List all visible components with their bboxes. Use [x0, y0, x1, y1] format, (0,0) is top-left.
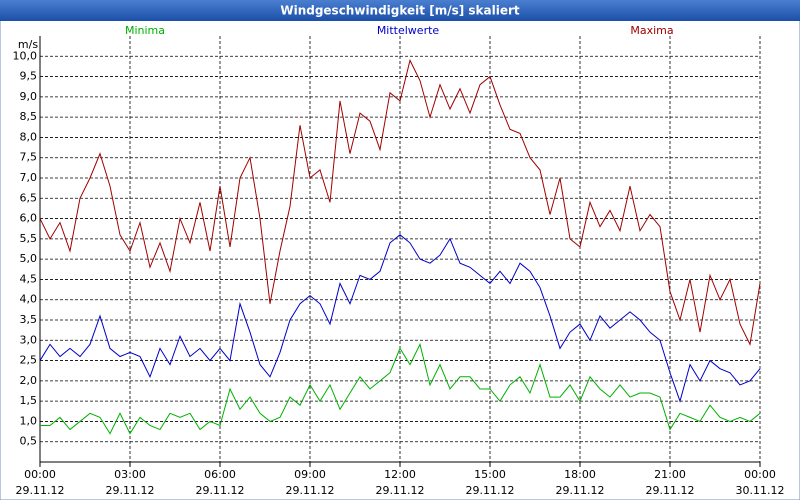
y-tick-label: 4,5 [20, 272, 38, 285]
x-tick-label: 09:00 [294, 468, 326, 481]
y-tick-label: 8,5 [20, 110, 38, 123]
series-line [39, 58, 761, 346]
legend-entry: Mittelwerte [377, 24, 440, 37]
x-tick-date: 30.11.12 [736, 484, 785, 497]
y-tick-label: 4,0 [20, 293, 38, 306]
x-tick-label: 12:00 [384, 468, 416, 481]
x-tick-label: 18:00 [564, 468, 596, 481]
y-tick-label: 3,5 [20, 313, 38, 326]
y-tick-label: 2,5 [20, 354, 38, 367]
x-tick-label: 00:00 [24, 468, 56, 481]
y-tick-label: 7,0 [20, 171, 38, 184]
legend-entry: Minima [125, 24, 165, 37]
x-tick-label: 03:00 [114, 468, 146, 481]
x-tick-date: 29.11.12 [16, 484, 65, 497]
y-tick-label: 9,0 [20, 90, 38, 103]
x-tick-label: 00:00 [744, 468, 776, 481]
x-tick-date: 29.11.12 [556, 484, 605, 497]
legend-entry: Maxima [630, 24, 673, 37]
x-tick-date: 29.11.12 [376, 484, 425, 497]
window-title: Windgeschwindigkeit [m/s] skaliert [280, 4, 520, 18]
x-tick-date: 29.11.12 [196, 484, 245, 497]
y-tick-label: 3,0 [20, 333, 38, 346]
y-tick-label: 6,0 [20, 212, 38, 225]
y-tick-label: 10,0 [13, 49, 38, 62]
series-line [40, 342, 761, 435]
y-tick-label: 0,5 [20, 435, 38, 448]
series-line [39, 234, 761, 403]
y-tick-label: 2,0 [20, 374, 38, 387]
y-unit: m/s [18, 38, 38, 51]
title-bar [0, 0, 800, 21]
y-tick-label: 8,0 [20, 130, 38, 143]
x-tick-date: 29.11.12 [646, 484, 695, 497]
x-tick-label: 15:00 [474, 468, 506, 481]
x-tick-label: 06:00 [204, 468, 236, 481]
y-tick-label: 5,5 [20, 232, 38, 245]
x-tick-date: 29.11.12 [106, 484, 155, 497]
y-tick-label: 7,5 [20, 151, 38, 164]
y-tick-label: 5,0 [20, 252, 38, 265]
y-tick-label: 6,5 [20, 191, 38, 204]
x-tick-date: 29.11.12 [466, 484, 515, 497]
y-tick-label: 1,0 [20, 414, 38, 427]
y-tick-label: 9,5 [20, 70, 38, 83]
x-tick-label: 21:00 [654, 468, 686, 481]
x-tick-date: 29.11.12 [286, 484, 335, 497]
y-tick-label: 1,5 [20, 394, 38, 407]
